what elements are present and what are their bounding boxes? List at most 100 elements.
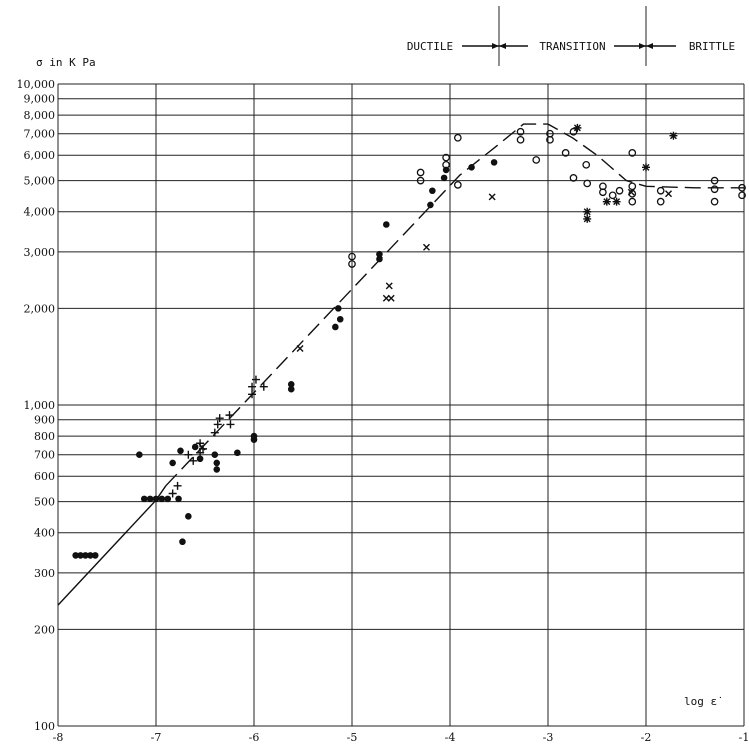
region-label-transition: TRANSITION (539, 40, 605, 53)
data-point-circle (348, 252, 356, 261)
data-point-plus (259, 382, 268, 391)
data-point-circle (710, 185, 719, 194)
arrow-transition-left-head (499, 43, 506, 49)
data-point-plus (168, 489, 177, 498)
tick-labels: -8 -7 -6 -5 -4 -3 -2 -1 100 200 300 400 500 600 700 800… (17, 78, 749, 744)
data-point-circle (442, 153, 450, 162)
data-point-dot (336, 315, 344, 323)
data-point-circle (561, 149, 570, 157)
y-tick-label: 800 (34, 430, 55, 443)
data-point-circle (516, 127, 525, 136)
data-point-dot (211, 451, 219, 459)
data-point-circle (738, 191, 746, 200)
region-label-brittle: BRITTLE (689, 40, 735, 53)
data-point-dot (185, 513, 192, 520)
x-tick-label: -1 (739, 731, 749, 744)
data-point-dot (287, 381, 295, 388)
x-tick-label: -8 (53, 731, 64, 744)
x-tick-label: -6 (249, 731, 260, 744)
data-point-circle (628, 189, 637, 198)
data-point-circle (569, 174, 578, 182)
data-point-plus (173, 481, 182, 490)
data-point-dot (164, 495, 172, 503)
y-tick-label: 3,000 (24, 246, 56, 259)
data-point-star (583, 214, 592, 223)
data-point-plus (248, 390, 257, 399)
y-tick-label: 8,000 (24, 109, 56, 122)
y-tick-label: 10,000 (17, 78, 56, 91)
data-point-star (642, 163, 650, 172)
data-point-plus (210, 428, 219, 437)
y-tick-label: 100 (34, 720, 55, 733)
data-point-plus (251, 375, 260, 384)
data-point-dot (234, 449, 241, 457)
data-point-circle (599, 188, 607, 197)
data-point-x (387, 294, 395, 302)
data-point-x (198, 443, 206, 451)
data-point-circle (710, 197, 719, 206)
data-point-plus (215, 414, 224, 423)
data-point-dot (196, 455, 204, 463)
data-point-dot (140, 495, 148, 503)
grid (57, 83, 745, 727)
y-tick-label: 500 (34, 496, 55, 509)
x-tick-label: -2 (641, 731, 652, 744)
data-point-dot (179, 538, 186, 546)
data-point-circle (532, 156, 541, 164)
y-tick-label: 900 (34, 414, 55, 427)
arrow-brittle-head (646, 43, 653, 49)
data-point-dot (468, 164, 475, 171)
data-point-plus (184, 450, 193, 459)
y-tick-label: 700 (34, 449, 55, 462)
data-point-dot (177, 447, 184, 455)
data-point-dot (442, 166, 450, 174)
data-point-dot (91, 552, 99, 559)
data-point-dot (334, 305, 342, 312)
y-tick-label: 4,000 (24, 206, 56, 219)
y-tick-label: 5,000 (24, 175, 56, 188)
data-point-circle (546, 129, 554, 138)
data-point-x (422, 243, 430, 251)
arrow-transition-right-head (639, 43, 646, 49)
data-point-x (488, 193, 496, 201)
data-point-plus (226, 420, 235, 429)
data-point-circle (608, 191, 617, 200)
data-point-circle (583, 179, 592, 188)
data-point-circle (416, 168, 425, 177)
data-point-dot (213, 466, 221, 473)
y-axis-label: σ in K Pa (36, 56, 96, 69)
data-point-circle (516, 135, 525, 144)
x-tick-label: -5 (347, 731, 358, 744)
data-point-circle (442, 160, 450, 169)
data-point-star (612, 197, 621, 206)
data-point-dot (427, 201, 434, 209)
y-tick-label: 400 (34, 527, 55, 540)
data-point-dot (152, 495, 160, 503)
data-point-dot (383, 221, 390, 228)
data-point-circle (615, 186, 624, 195)
y-tick-label: 300 (34, 567, 55, 580)
data-point-dot (191, 443, 199, 451)
data-point-dot (376, 250, 383, 258)
data-point-dot (213, 459, 221, 467)
data-point-star (669, 131, 678, 140)
data-point-dot (429, 187, 436, 195)
data-point-plus (213, 420, 222, 429)
data-point-x (665, 190, 673, 198)
data-point-dot (175, 495, 182, 503)
data-point-plus (225, 411, 234, 420)
region-label-ductile: DUCTILE (407, 40, 453, 53)
data-point-circle (628, 182, 637, 191)
y-tick-label: 600 (34, 470, 55, 483)
x-axis-label: log ε̇ (684, 695, 721, 708)
data-point-dot (490, 159, 498, 166)
data-point-dot (332, 323, 339, 331)
data-point-star (583, 207, 592, 216)
data-point-circle (453, 133, 462, 142)
x-tick-label: -7 (151, 731, 162, 744)
data-point-circle (348, 260, 356, 268)
y-tick-label: 200 (34, 623, 55, 636)
y-tick-label: 6,000 (24, 149, 56, 162)
data-point-circle (656, 197, 665, 206)
